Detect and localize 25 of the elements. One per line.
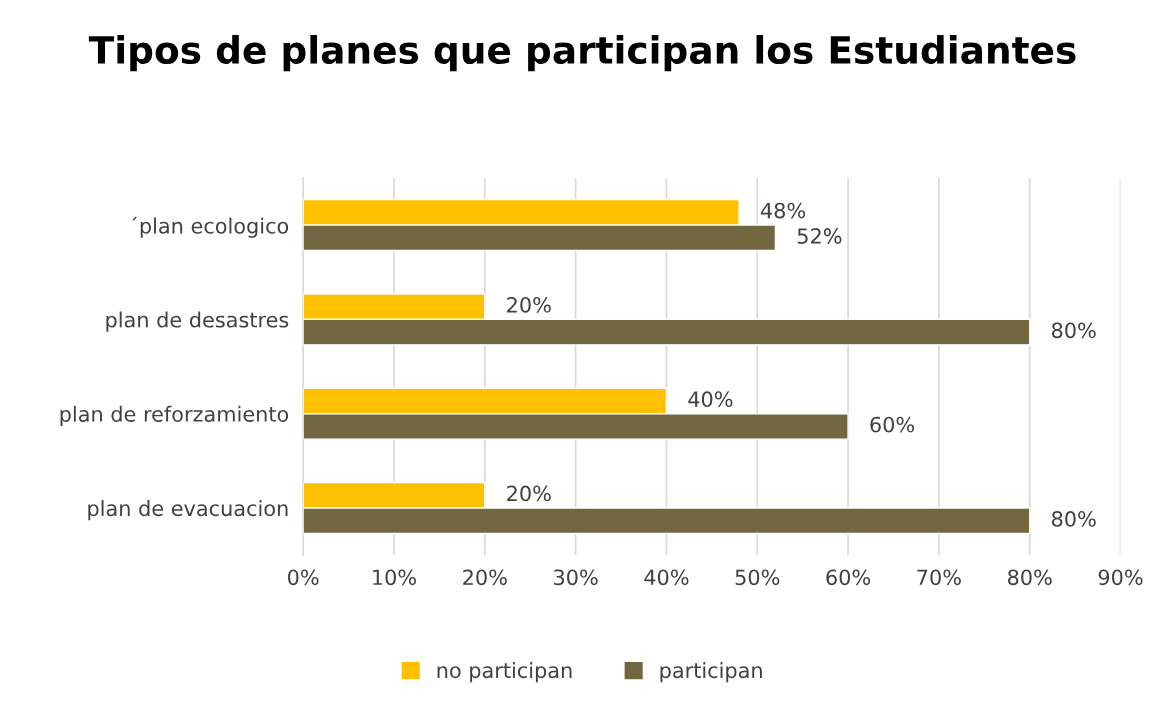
data-label: 52% (797, 228, 842, 244)
data-label: 48% (760, 202, 806, 219)
x-tick-label: 80% (1007, 569, 1052, 586)
y-tick-label: plan de desastres (106, 311, 289, 332)
y-tick-label: plan de evacuacion (88, 500, 288, 521)
data-label: 80% (1051, 322, 1096, 339)
x-tick-label: 10% (373, 569, 416, 586)
x-tick-label: 20% (463, 569, 507, 586)
x-tick-label: 30% (554, 569, 598, 586)
y-tick-label: plan de reforzamiento (60, 405, 289, 426)
data-label: 40% (688, 391, 733, 408)
data-label: 60% (870, 416, 915, 433)
x-tick-label: 50% (735, 569, 780, 586)
x-tick-label: 90% (1098, 569, 1143, 586)
x-tick-label: 0% (288, 569, 319, 586)
data-label: 20% (507, 485, 551, 502)
data-label: 80% (1051, 511, 1096, 527)
chart-title: Tipos de planes que participan los Estudiantes (88, 35, 1076, 72)
legend-label: no participan (437, 662, 572, 683)
x-tick-label: 60% (826, 569, 871, 586)
data-label: 20% (507, 296, 551, 313)
x-tick-label: 40% (644, 569, 689, 586)
legend-label: participan (660, 662, 762, 683)
y-tick-label: ´plan ecologico (132, 216, 289, 238)
x-tick-label: 70% (917, 569, 961, 586)
